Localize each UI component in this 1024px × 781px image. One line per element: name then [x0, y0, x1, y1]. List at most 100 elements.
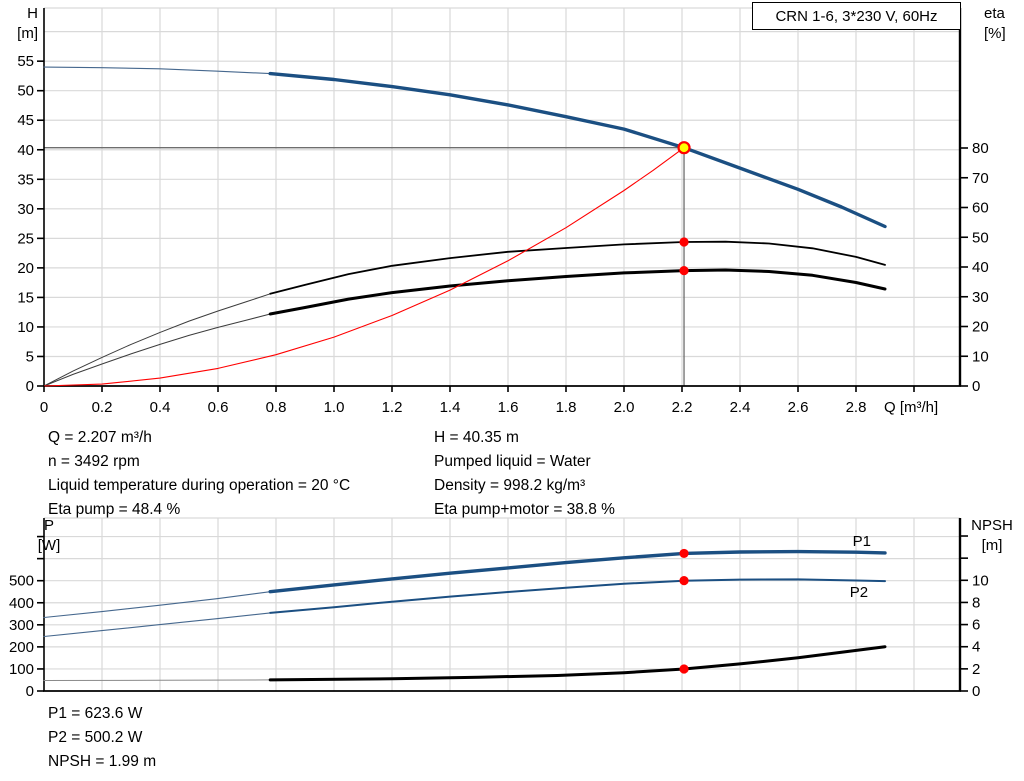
x-tick-label: 1.8: [556, 399, 577, 416]
right-tick-label: 0: [972, 683, 980, 700]
x-tick-label: 2.4: [730, 399, 751, 416]
power-npsh-chart: 0 100 200 300 400 500 0 2 4 6 8 10 P1 P2: [9, 517, 989, 700]
left-tick-label: 5: [26, 348, 34, 365]
x-tick-label: 0.4: [150, 399, 171, 416]
duty-info-right: H = 40.35 m Pumped liquid = Water Densit…: [434, 426, 615, 522]
x-tick-label: 1.6: [498, 399, 519, 416]
head-curve: [268, 71, 887, 229]
x-tick-label: 0: [40, 399, 48, 416]
left-tick-label: 55: [17, 53, 34, 70]
h-axis-label-line2: [m]: [17, 25, 38, 42]
left-tick-label: 35: [17, 171, 34, 188]
p-axis-label-line1: P: [43, 517, 54, 534]
right-tick-label: 2: [972, 661, 980, 678]
left-tick-label: 45: [17, 112, 34, 129]
left-tick-label: 0: [26, 683, 34, 700]
info-p1: P1 = 623.6 W: [48, 705, 143, 722]
info-eta-pump-motor: Eta pump+motor = 38.8 %: [434, 501, 615, 518]
info-q: Q = 2.207 m³/h: [48, 429, 152, 446]
right-tick-label: 80: [972, 140, 989, 157]
right-tick-label: 70: [972, 170, 989, 187]
eta-pump-motor-point: [679, 265, 689, 276]
left-tick-label: 40: [17, 142, 34, 159]
p1-curve-label: P1: [853, 533, 871, 550]
eta-pump-curve-thin: [43, 293, 271, 387]
x-tick-label: 2.2: [672, 399, 693, 416]
left-tick-label: 50: [17, 83, 34, 100]
p2-curve: [269, 578, 886, 614]
info-n: n = 3492 rpm: [48, 453, 140, 470]
right-tick-label: 40: [972, 259, 989, 276]
left-tick-label: 25: [17, 230, 34, 247]
right-tick-label: 4: [972, 639, 980, 656]
x-tick-label: 1.2: [382, 399, 403, 416]
left-tick-label: 300: [9, 617, 34, 634]
left-tick-label: 30: [17, 201, 34, 218]
head-curve-thin: [43, 66, 271, 75]
x-tick-label: 2.0: [614, 399, 635, 416]
operating-point-marker: [677, 141, 691, 155]
p-axis-label-line2: [W]: [37, 537, 61, 554]
duty-info-left: Q = 2.207 m³/h n = 3492 rpm Liquid tempe…: [48, 426, 350, 522]
x-tick-label: 0.8: [266, 399, 287, 416]
pump-title-box: CRN 1-6, 3*230 V, 60Hz: [752, 2, 961, 30]
p2-curve-thin: [43, 612, 271, 638]
npsh-axis-label-line2: [m]: [981, 537, 1003, 554]
eta-pump-curve: [269, 240, 886, 295]
info-pumped-liquid: Pumped liquid = Water: [434, 453, 591, 470]
right-tick-label: 8: [972, 594, 980, 611]
power-info: P1 = 623.6 W P2 = 500.2 W NPSH = 1.99 m: [48, 702, 156, 774]
left-tick-label: 10: [17, 319, 34, 336]
left-tick-label: 20: [17, 260, 34, 277]
eta-axis-label-line1: eta: [984, 5, 1005, 22]
left-tick-label: 0: [26, 378, 34, 395]
eta-pump-point: [679, 237, 689, 247]
h-axis-label: H [m]: [0, 4, 38, 44]
p1-point: [679, 548, 689, 559]
eta-axis-label-line2: [%]: [984, 25, 1006, 42]
eta-pump-motor-curve-thin: [43, 313, 271, 387]
x-tick-label: 1.0: [324, 399, 345, 416]
right-tick-label: 10: [972, 572, 989, 589]
left-tick-label: 200: [9, 639, 34, 656]
left-tick-label: 100: [9, 661, 34, 678]
eta-axis-label: eta [%]: [984, 4, 1024, 44]
left-tick-label: 500: [9, 573, 34, 590]
left-tick-label: 400: [9, 595, 34, 612]
x-tick-label: 0.6: [208, 399, 229, 416]
info-p2: P2 = 500.2 W: [48, 729, 143, 746]
info-liquid-temp: Liquid temperature during operation = 20…: [48, 477, 351, 494]
right-tick-label: 30: [972, 289, 989, 306]
p-axis-label: P [W]: [28, 516, 70, 556]
x-tick-label: 2.6: [788, 399, 809, 416]
p1-curve-thin: [43, 591, 271, 619]
system-curve: [43, 147, 685, 387]
q-axis-label: Q [m³/h]: [884, 399, 939, 416]
info-npsh: NPSH = 1.99 m: [48, 753, 157, 770]
npsh-point: [679, 664, 689, 674]
right-tick-label: 6: [972, 617, 980, 634]
info-h: H = 40.35 m: [434, 429, 519, 446]
npsh-curve: [268, 645, 887, 682]
npsh-curve-thin: [43, 679, 271, 681]
x-tick-label: 2.8: [846, 399, 867, 416]
npsh-axis-label-line1: NPSH: [971, 517, 1013, 534]
eta-pump-motor-curve: [268, 268, 887, 316]
right-tick-label: 50: [972, 229, 989, 246]
h-axis-label-line1: H: [27, 5, 38, 22]
qh-eta-chart: 0 0.2 0.4 0.6 0.8 1.0 1.2 1.4 1.6 1.8 2.0 2.2 2.4 2.6…: [17, 7, 989, 416]
right-tick-label: 10: [972, 348, 989, 365]
x-tick-label: 1.4: [440, 399, 461, 416]
p1-curve: [268, 549, 887, 594]
p2-point: [679, 576, 689, 586]
right-tick-label: 20: [972, 319, 989, 336]
info-density: Density = 998.2 kg/m³: [434, 477, 586, 494]
right-tick-label: 0: [972, 378, 980, 395]
info-eta-pump: Eta pump = 48.4 %: [48, 501, 181, 518]
x-tick-label: 0.2: [92, 399, 113, 416]
right-tick-label: 60: [972, 200, 989, 217]
p2-curve-label: P2: [850, 584, 868, 601]
npsh-axis-label: NPSH [m]: [964, 516, 1020, 556]
